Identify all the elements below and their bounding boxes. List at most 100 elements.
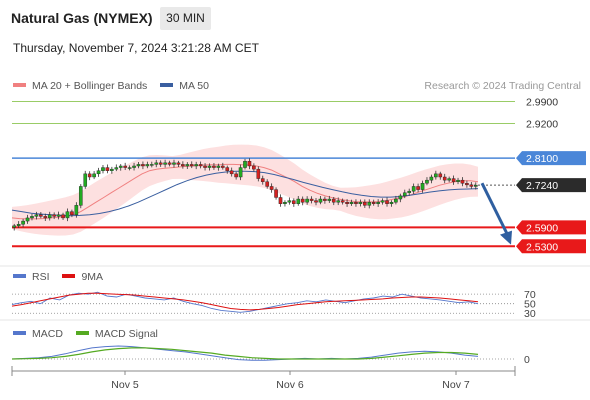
macd-zero-label: 0 [524, 354, 530, 366]
candle-body [158, 162, 163, 165]
legend-item-ma50: MA 50 [160, 80, 209, 92]
candle-body [269, 186, 274, 190]
rsi-level-label-70: 70 [524, 289, 536, 301]
candle-body [345, 201, 349, 204]
level-label-2.7240: 2.7240 [526, 180, 558, 192]
level-tag-2.7240 [516, 178, 586, 193]
macd-signal-swatch [75, 331, 89, 336]
candle-body [283, 201, 287, 204]
candle-body [194, 164, 198, 167]
candle-body [12, 225, 17, 228]
candle-body [96, 170, 101, 175]
legend-item-rsi-ma: 9MA [62, 271, 103, 283]
candle-body [447, 178, 451, 181]
rsi-swatch [13, 274, 26, 279]
candle-body [354, 201, 358, 204]
candle-body [309, 198, 314, 201]
candle-body [30, 216, 34, 219]
time-tick-label-0: Nov 5 [111, 379, 139, 391]
candle-body [74, 205, 79, 215]
candle-body [61, 214, 65, 219]
candle-body [429, 176, 434, 181]
candle-body [278, 197, 283, 204]
candle-body [425, 179, 429, 184]
legend-item-macd: MACD [13, 328, 63, 340]
macd-legend: MACD MACD Signal [13, 328, 158, 340]
forecast-arrow-shaft [480, 182, 510, 237]
candle-body [358, 201, 363, 204]
candle-body [216, 165, 221, 168]
candle-body [83, 173, 88, 187]
candle-body [101, 167, 105, 171]
candle-body [411, 186, 416, 192]
level-label-2.8100: 2.8100 [526, 153, 558, 165]
rsi-ma-line [11, 292, 479, 311]
candle-body [198, 164, 203, 167]
candle-body [376, 201, 380, 204]
candle-body [110, 168, 114, 171]
candle-body [327, 198, 332, 201]
candle-body [163, 162, 167, 165]
candle-body [367, 201, 372, 206]
candle-body [176, 162, 181, 165]
timeframe-badge[interactable]: 30 MIN [160, 7, 211, 30]
candle-body [420, 183, 425, 190]
candle-body [65, 211, 70, 219]
candle-body [114, 167, 119, 170]
candle-body [92, 173, 96, 178]
candle-body [465, 183, 469, 186]
candle-body [442, 176, 447, 181]
candle-body [149, 164, 154, 166]
candle-body [78, 186, 83, 206]
candle-body [56, 214, 61, 217]
candlesticks [12, 158, 478, 231]
ma20-swatch [13, 83, 26, 88]
rsi-level-label-50: 50 [524, 299, 536, 311]
bollinger-bands [12, 144, 478, 236]
ma50-swatch [160, 83, 174, 88]
candle-body [136, 164, 141, 167]
level-tag-2.8100 [516, 151, 586, 166]
candle-body [225, 167, 230, 171]
candle-body [189, 164, 194, 167]
candle-body [260, 178, 265, 182]
candle-body [398, 195, 403, 200]
rsi-line [11, 291, 479, 313]
candle-body [229, 170, 234, 175]
candle-body [456, 179, 460, 182]
candle-body [172, 162, 176, 165]
candle-body [234, 173, 238, 178]
candle-body [371, 201, 376, 204]
rsi-legend: RSI 9MA [13, 271, 103, 283]
candle-body [300, 198, 305, 203]
candle-body [43, 216, 48, 219]
macd-swatch [13, 331, 26, 336]
instrument-title: Natural Gas (NYMEX) [11, 10, 153, 26]
candle-body [296, 198, 301, 204]
candle-body [238, 167, 243, 178]
level-label-2.9200: 2.9200 [526, 118, 558, 130]
level-label-2.5900: 2.5900 [526, 222, 558, 234]
timestamp: Thursday, November 7, 2024 3:21:28 AM CE… [13, 41, 259, 55]
candle-body [25, 217, 30, 222]
legend-item-rsi: RSI [13, 271, 50, 283]
rsi-level-label-30: 30 [524, 308, 536, 320]
candle-body [87, 173, 92, 178]
candle-body [385, 200, 389, 204]
candle-body [451, 178, 456, 182]
candle-body [21, 220, 25, 225]
bollinger-band-area [12, 144, 478, 236]
legend-label-rsi: RSI [32, 271, 50, 283]
candle-body [247, 161, 252, 167]
time-tick-label-2: Nov 7 [442, 379, 470, 391]
candle-body [256, 168, 261, 179]
candle-body [221, 165, 225, 168]
candle-body [167, 162, 172, 165]
time-axis: Nov 5 Nov 6 Nov 7 [11, 366, 516, 391]
candle-body [314, 200, 318, 203]
candle-body [394, 198, 398, 203]
candle-body [181, 164, 185, 167]
candle-body [123, 165, 127, 168]
level-label-2.5300: 2.5300 [526, 241, 558, 253]
